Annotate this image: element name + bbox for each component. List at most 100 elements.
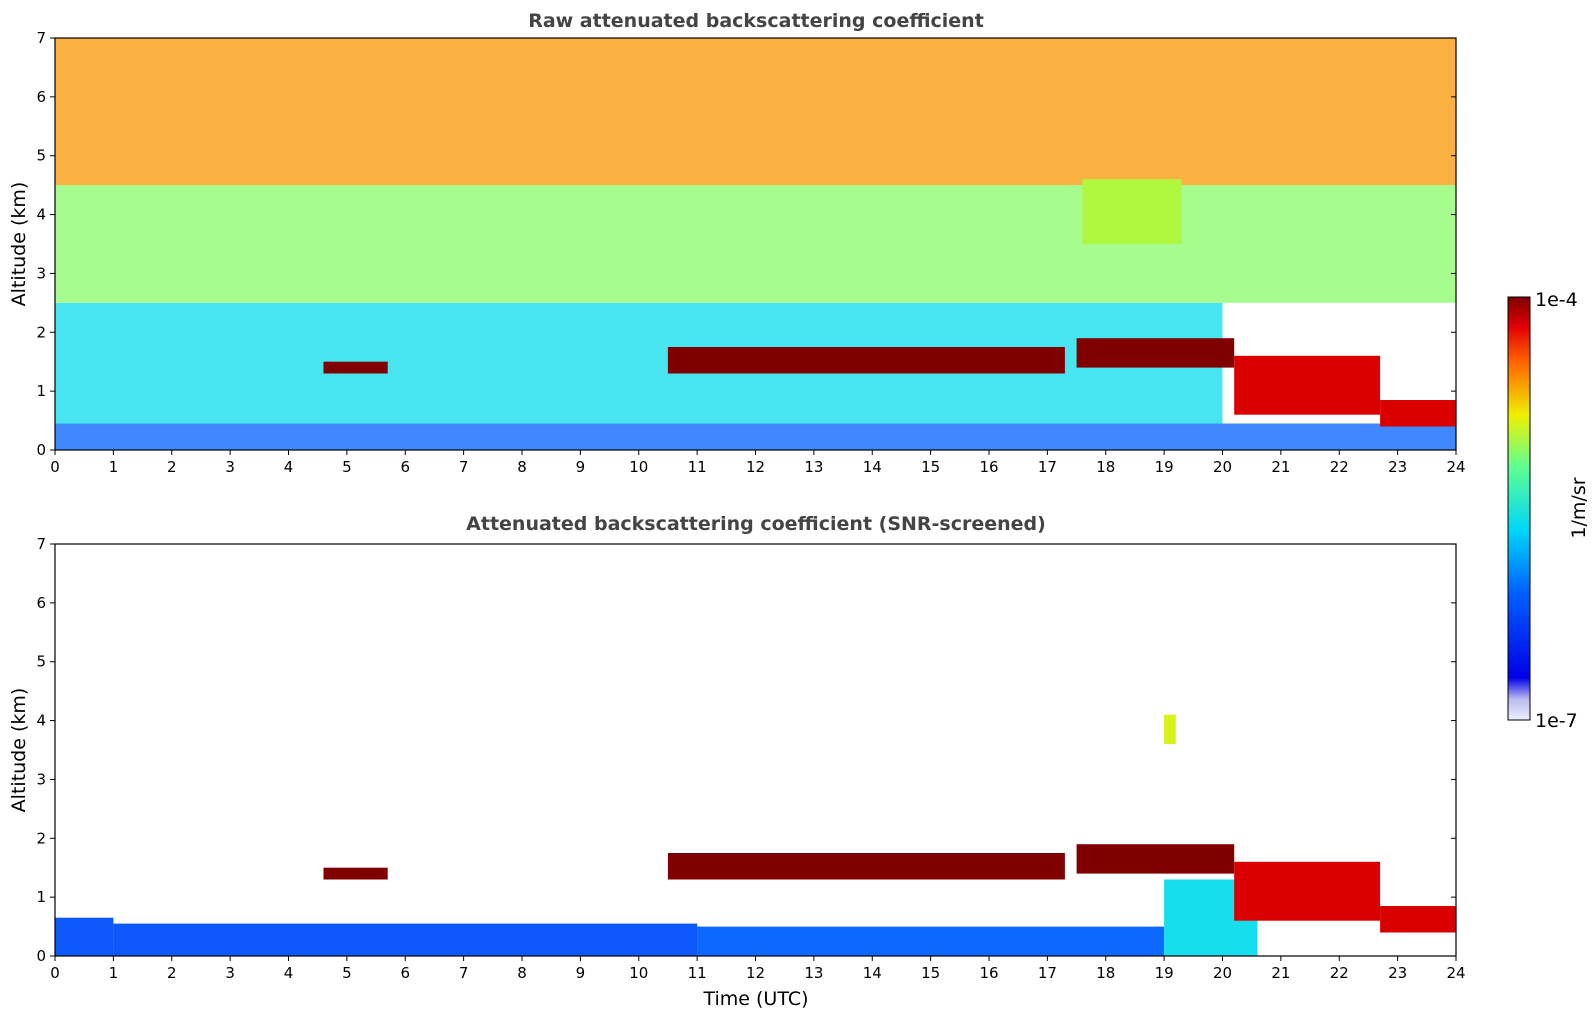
- colorbar-max-label: 1e-4: [1535, 289, 1578, 311]
- x-tick-label: 6: [400, 458, 410, 476]
- x-tick-label: 14: [863, 458, 882, 476]
- y-tick-label: 7: [36, 535, 46, 553]
- y-tick-label: 7: [36, 29, 46, 47]
- y-tick-label: 6: [36, 594, 46, 612]
- x-tick-label: 19: [1155, 964, 1174, 982]
- x-tick-label: 23: [1388, 458, 1407, 476]
- x-axis-label: Time (UTC): [702, 988, 808, 1010]
- backscatter-layer: [55, 917, 114, 956]
- y-axis-ticks: 0 1 2 3 4 5 6 7: [36, 535, 1456, 965]
- x-tick-label: 7: [459, 964, 469, 982]
- x-tick-label: 22: [1330, 458, 1349, 476]
- y-tick-label: 1: [36, 888, 46, 906]
- x-tick-label: 20: [1213, 964, 1232, 982]
- colorbar-min-label: 1e-7: [1535, 710, 1578, 732]
- cloud-layer: [1234, 861, 1381, 921]
- backscatter-layer: [55, 185, 1456, 303]
- x-axis-ticks: 0 1 2 3 4 5 6 7 8 9 10 11 12 13 14 15 16 17 18 19 20 21 22 23 24: [50, 450, 1466, 476]
- y-tick-label: 0: [36, 441, 46, 459]
- cloud-layer: [1380, 400, 1456, 427]
- x-tick-label: 13: [804, 458, 823, 476]
- cloud-layer: [323, 867, 388, 880]
- x-tick-label: 0: [50, 458, 60, 476]
- x-tick-label: 11: [688, 964, 707, 982]
- x-tick-label: 12: [746, 458, 765, 476]
- x-tick-label: 20: [1213, 458, 1232, 476]
- x-tick-label: 4: [284, 964, 294, 982]
- x-tick-label: 5: [342, 458, 352, 476]
- y-tick-label: 2: [36, 829, 46, 847]
- y-tick-label: 3: [36, 770, 46, 788]
- chart-title: Attenuated backscattering coefficient (S…: [466, 513, 1046, 535]
- backscatter-layer: [55, 423, 1456, 450]
- y-tick-label: 3: [36, 264, 46, 282]
- cloud-layer: [1082, 179, 1182, 244]
- snr-screened-backscatter-panel: Attenuated backscattering coefficient (S…: [8, 513, 1466, 1010]
- x-tick-label: 17: [1038, 964, 1057, 982]
- cloud-layer: [1380, 906, 1456, 933]
- y-tick-label: 0: [36, 947, 46, 965]
- y-axis-label: Altitude (km): [8, 688, 30, 813]
- heatmap-area: [55, 714, 1456, 956]
- x-tick-label: 22: [1330, 964, 1349, 982]
- y-tick-label: 5: [36, 653, 46, 671]
- x-tick-label: 15: [921, 458, 940, 476]
- y-tick-label: 4: [36, 206, 46, 224]
- x-tick-label: 6: [400, 964, 410, 982]
- x-axis-ticks: 0 1 2 3 4 5 6 7 8 9 10 11 12 13 14 15 16 17 18 19 20 21 22 23 24: [50, 956, 1466, 982]
- x-tick-label: 10: [629, 964, 648, 982]
- cloud-layer: [667, 853, 1065, 880]
- x-tick-label: 8: [517, 964, 527, 982]
- x-tick-label: 8: [517, 458, 527, 476]
- x-tick-label: 9: [576, 458, 586, 476]
- cloud-layer: [1076, 338, 1235, 368]
- x-tick-label: 10: [629, 458, 648, 476]
- y-tick-label: 1: [36, 382, 46, 400]
- x-tick-label: 2: [167, 964, 177, 982]
- y-tick-label: 5: [36, 147, 46, 165]
- x-tick-label: 5: [342, 964, 352, 982]
- colorbar-gradient: [1507, 296, 1531, 721]
- cloud-layer: [667, 347, 1065, 374]
- x-tick-label: 17: [1038, 458, 1057, 476]
- x-tick-label: 9: [576, 964, 586, 982]
- x-tick-label: 23: [1388, 964, 1407, 982]
- y-tick-label: 4: [36, 712, 46, 730]
- x-tick-label: 1: [109, 458, 119, 476]
- x-tick-label: 4: [284, 458, 294, 476]
- backscatter-layer: [697, 926, 1165, 956]
- x-tick-label: 21: [1271, 458, 1290, 476]
- cloud-layer: [323, 361, 388, 374]
- x-tick-label: 14: [863, 964, 882, 982]
- x-tick-label: 24: [1446, 458, 1465, 476]
- x-tick-label: 21: [1271, 964, 1290, 982]
- y-tick-label: 6: [36, 88, 46, 106]
- heatmap-area: [55, 38, 1456, 450]
- x-tick-label: 11: [688, 458, 707, 476]
- y-axis-ticks: 0 1 2 3 4 5 6 7: [36, 29, 1456, 459]
- cloud-layer: [1164, 714, 1176, 745]
- cloud-layer: [1076, 844, 1235, 874]
- x-tick-label: 0: [50, 964, 60, 982]
- x-tick-label: 3: [225, 964, 235, 982]
- y-tick-label: 2: [36, 323, 46, 341]
- x-tick-label: 16: [979, 458, 998, 476]
- y-axis-label: Altitude (km): [8, 182, 30, 307]
- x-tick-label: 1: [109, 964, 119, 982]
- x-tick-label: 7: [459, 458, 469, 476]
- x-tick-label: 18: [1096, 458, 1115, 476]
- backscatter-layer: [113, 923, 698, 956]
- x-tick-label: 16: [979, 964, 998, 982]
- x-tick-label: 19: [1155, 458, 1174, 476]
- x-tick-label: 15: [921, 964, 940, 982]
- x-tick-label: 24: [1446, 964, 1465, 982]
- x-tick-label: 13: [804, 964, 823, 982]
- chart-title: Raw attenuated backscattering coefficien…: [528, 10, 984, 32]
- raw-backscatter-panel: Raw attenuated backscattering coefficien…: [8, 10, 1466, 476]
- colorbar: 1e-4 1e-7 1/m/sr: [1507, 289, 1590, 732]
- colorbar-unit-label: 1/m/sr: [1568, 477, 1590, 538]
- x-tick-label: 12: [746, 964, 765, 982]
- x-tick-label: 2: [167, 458, 177, 476]
- x-tick-label: 18: [1096, 964, 1115, 982]
